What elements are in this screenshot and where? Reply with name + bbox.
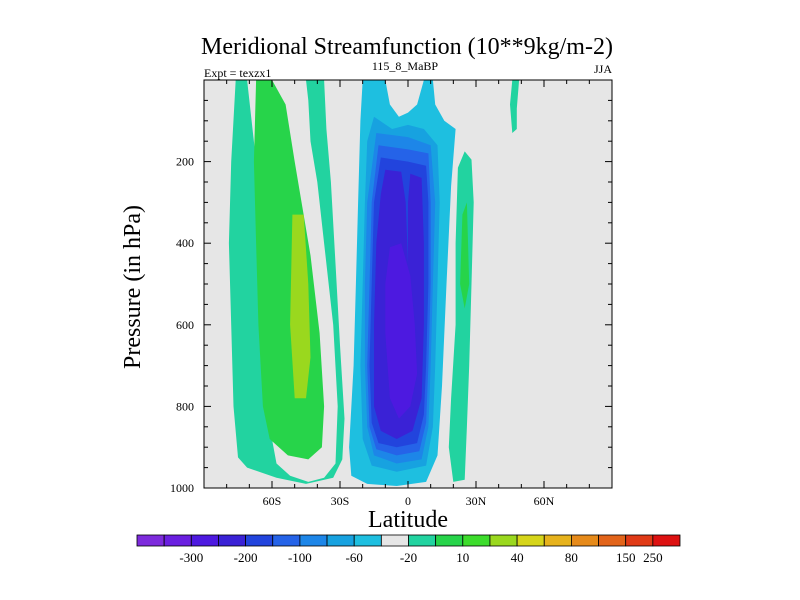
colorbar-box xyxy=(190,534,219,547)
x-tick-label: 30S xyxy=(331,494,350,508)
colorbar-box xyxy=(516,534,545,547)
y-tick-label: 600 xyxy=(176,318,194,332)
x-tick-label: 60S xyxy=(263,494,282,508)
colorbar-label: -20 xyxy=(400,550,417,565)
colorbar-label: 80 xyxy=(565,550,578,565)
colorbar-box xyxy=(435,534,464,547)
colorbar-label: 250 xyxy=(643,550,663,565)
contour-sh-positive-80 xyxy=(290,214,311,399)
contour-nh-upper-blob xyxy=(510,80,520,133)
y-axis-label: Pressure (in hPa) xyxy=(120,205,146,369)
y-tick-label: 400 xyxy=(176,236,194,250)
colorbar-box xyxy=(408,534,437,547)
colorbar-box xyxy=(299,534,328,547)
x-tick-label: 60N xyxy=(534,494,555,508)
colorbar-label: 10 xyxy=(456,550,469,565)
y-tick-label: 800 xyxy=(176,399,194,413)
y-axis: 200 400 600 800 1000 xyxy=(170,99,612,495)
colorbar-box xyxy=(571,534,599,547)
colorbar-box xyxy=(245,534,274,547)
colorbar-box xyxy=(489,534,518,547)
colorbar-box xyxy=(462,534,491,547)
colorbar-box xyxy=(136,534,165,547)
colorbar-box xyxy=(326,534,355,547)
contour-regions xyxy=(228,80,520,486)
x-axis-label: Latitude xyxy=(368,507,448,533)
experiment-label: Expt = texzx1 xyxy=(204,66,271,80)
contour-nh-positive-40 xyxy=(460,202,470,309)
colorbar-box xyxy=(652,534,681,547)
chart-title: Meridional Streamfunction (10**9kg/m-2) xyxy=(201,34,613,60)
colorbar-label: 150 xyxy=(616,550,636,565)
contour-negative-200 xyxy=(385,243,418,419)
colorbar-box xyxy=(353,534,382,547)
colorbar-box xyxy=(625,534,654,547)
y-tick-label: 200 xyxy=(176,155,194,169)
colorbar-label: -100 xyxy=(288,550,312,565)
season-label: JJA xyxy=(594,62,612,76)
colorbar-label: -200 xyxy=(234,550,258,565)
x-axis: 60S 30S 0 30N 60N xyxy=(226,80,590,508)
colorbar-label: -300 xyxy=(179,550,203,565)
colorbar-label: 40 xyxy=(511,550,524,565)
colorbar-label: -60 xyxy=(346,550,363,565)
colorbar-box xyxy=(163,534,192,547)
period-label: 115_8_MaBP xyxy=(372,59,439,73)
y-tick-label: 1000 xyxy=(170,481,194,495)
colorbar-box xyxy=(598,534,627,547)
colorbar-box xyxy=(543,534,572,547)
plot-area: 60S 30S 0 30N 60N 200 400 600 800 1000 xyxy=(170,79,613,508)
x-tick-label: 0 xyxy=(405,494,411,508)
x-tick-label: 30N xyxy=(466,494,487,508)
colorbar-box xyxy=(218,534,246,547)
colorbar-box xyxy=(272,534,301,547)
colorbar-box xyxy=(380,534,409,547)
colorbar: -300 -200 -100 -60 -20 10 40 80 150 250 xyxy=(136,534,681,565)
